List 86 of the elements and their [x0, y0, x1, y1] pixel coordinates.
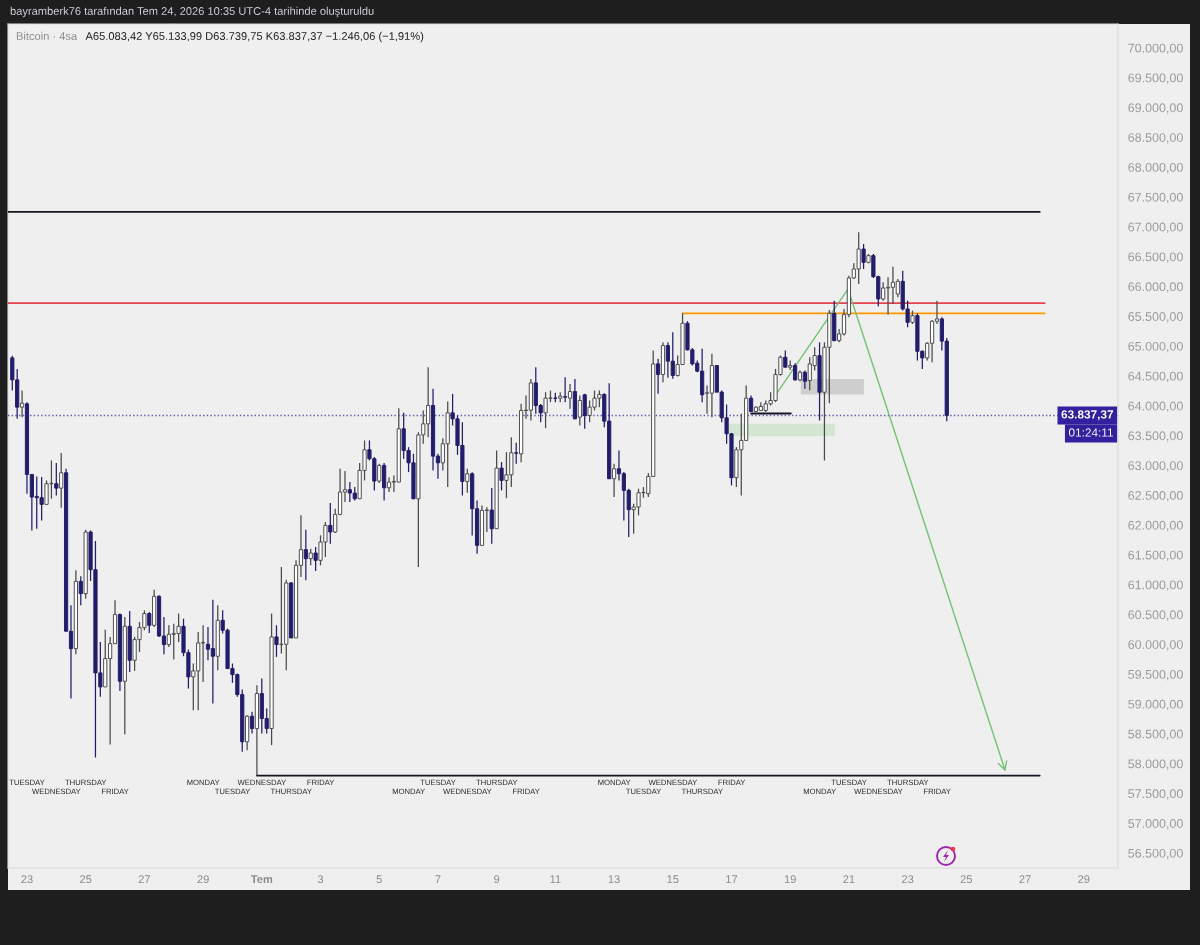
candlestick — [313, 546, 318, 572]
y-tick-label: 59.500,00 — [1128, 669, 1183, 681]
y-tick-label: 69.500,00 — [1128, 73, 1183, 84]
y-tick-label: 68.000,00 — [1128, 162, 1183, 174]
y-tick-label: 65.500,00 — [1128, 312, 1183, 323]
text: bayramberk76 tarafından Tem 24, 2026 10:35 UTC-4 tarihinde oluşturuldu — [10, 6, 374, 18]
candlestick — [890, 266, 896, 305]
y-tick-label: 68.500,00 — [1128, 133, 1183, 144]
y-tick-label: 63.000,00 — [1128, 461, 1183, 472]
annotation: 01:24:11 — [1068, 428, 1113, 437]
candlestick — [19, 389, 25, 418]
candlestick — [328, 502, 333, 545]
x-tick-label: 21 — [843, 875, 855, 883]
x-tick-label: 15 — [667, 875, 679, 884]
candlestick — [54, 462, 59, 497]
y-tick-label: 65.000,00 — [1128, 341, 1183, 353]
y-tick-label: 67.500,00 — [1128, 192, 1183, 204]
candlestick — [895, 278, 900, 298]
x-tick-label: 29 — [1078, 875, 1090, 884]
y-tick-label: 62.000,00 — [1128, 520, 1183, 532]
candlestick — [210, 599, 215, 705]
y-tick-label: 60.000,00 — [1128, 640, 1183, 651]
x-tick-label: 23 — [21, 875, 33, 884]
candlestick — [200, 624, 206, 683]
candlestick — [563, 376, 568, 403]
x-tick-label: 25 — [960, 875, 973, 884]
y-tick-label: 56.500,00 — [1128, 848, 1183, 860]
y-tick-label: 64.000,00 — [1128, 401, 1183, 412]
x-tick-label: 27 — [1019, 875, 1031, 883]
y-tick-label: 60.500,00 — [1128, 610, 1183, 621]
candlestick — [929, 319, 935, 363]
x-tick-label: 7 — [435, 875, 441, 883]
x-tick-label: 9 — [494, 875, 500, 884]
y-tick-label: 59.000,00 — [1128, 699, 1183, 711]
y-tick-label: 67.000,00 — [1128, 222, 1183, 233]
candlestick — [382, 462, 387, 502]
y-tick-label: 62.500,00 — [1128, 491, 1183, 502]
candlestick — [802, 369, 807, 390]
candlestick — [465, 468, 470, 494]
x-tick-label: 25 — [80, 875, 92, 884]
candlestick — [147, 611, 152, 634]
candlestick — [856, 231, 861, 285]
x-tick-label: 29 — [197, 875, 209, 884]
candlestick — [885, 276, 891, 316]
y-tick-label: 58.000,00 — [1128, 759, 1183, 770]
y-tick-label: 57.500,00 — [1128, 789, 1183, 800]
candlestick — [249, 711, 255, 735]
x-tick-label: 3 — [317, 875, 324, 884]
x-tick-label: 11 — [550, 875, 561, 883]
y-tick-label: 70.000,00 — [1128, 43, 1183, 54]
candlestick — [577, 394, 582, 427]
y-tick-label: 66.500,00 — [1128, 252, 1183, 263]
y-tick-label: 69.000,00 — [1128, 103, 1183, 114]
candlestick — [377, 463, 382, 484]
candlestick — [611, 463, 617, 498]
candlestick — [274, 624, 279, 658]
candlestick — [655, 358, 661, 395]
text: Bitcoin · 4sa — [16, 31, 78, 40]
x-tick-label: 23 — [902, 875, 914, 884]
y-tick-label: 64.500,00 — [1128, 371, 1183, 383]
x-tick-label: 5 — [376, 875, 382, 884]
candlestick — [303, 529, 308, 581]
candlestick — [489, 487, 494, 545]
x-tick-label: 19 — [784, 875, 796, 884]
y-tick-label: 63.500,00 — [1128, 431, 1183, 442]
candlestick — [567, 383, 573, 410]
ref-line-label: 63.837,37 — [1061, 410, 1114, 421]
x-tick-label: 13 — [608, 875, 620, 884]
x-tick-label: Tem — [250, 875, 273, 884]
candlestick — [582, 393, 587, 430]
candlestick — [499, 461, 504, 492]
candlestick — [514, 442, 519, 465]
candlestick — [205, 626, 211, 661]
candlestick — [78, 575, 83, 606]
y-tick-label: 61.500,00 — [1128, 550, 1183, 561]
x-tick-label: 17 — [726, 875, 738, 883]
candlestick — [861, 243, 866, 270]
x-tick-label: 27 — [138, 875, 150, 883]
y-tick-label: 58.500,00 — [1128, 729, 1183, 740]
y-tick-label: 66.000,00 — [1128, 282, 1183, 293]
y-tick-label: 61.000,00 — [1128, 580, 1183, 591]
candlestick — [881, 281, 886, 302]
candlestick — [59, 452, 64, 509]
text: A65.083,42 Y65.133,99 D63.739,75 K63.837,37 −1.246,06 (−1,91%) — [85, 31, 424, 43]
y-tick-label: 57.000,00 — [1128, 819, 1183, 830]
candlestick — [670, 331, 675, 380]
